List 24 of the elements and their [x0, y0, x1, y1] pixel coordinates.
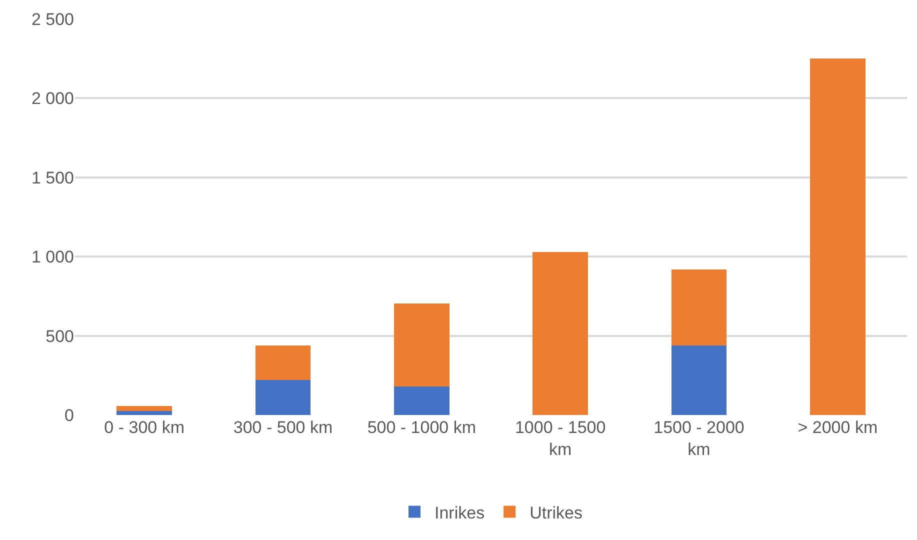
y-tick-label: 2 500: [31, 10, 74, 29]
bar: [116, 406, 172, 412]
x-tick-label: 1000 - 1500 km: [514, 418, 606, 460]
bar: [671, 269, 727, 346]
x-tick-label: > 2000 km: [798, 418, 878, 437]
y-tick-label: 500: [46, 326, 74, 346]
bar: [255, 380, 311, 415]
bar: [255, 345, 311, 380]
y-tick-label: 0: [64, 406, 74, 425]
legend-label: Utrikes: [530, 503, 582, 522]
bar: [116, 411, 172, 415]
x-tick-label: 0 - 300 km: [104, 418, 184, 437]
y-tick-label: 1 500: [31, 168, 74, 188]
bar: [671, 345, 727, 415]
y-tick-label: 2 000: [31, 89, 74, 108]
x-tick-label: 500 - 1000 km: [367, 418, 476, 437]
bar: [810, 58, 866, 415]
legend-label: Inrikes: [434, 503, 485, 522]
x-tick-label: 1500 - 2000 km: [654, 418, 744, 460]
bar: [532, 252, 588, 415]
x-tick-label: 300 - 500 km: [233, 418, 333, 437]
bar: [394, 386, 450, 415]
bar: [394, 303, 450, 386]
y-tick-label: 1 000: [31, 248, 74, 267]
